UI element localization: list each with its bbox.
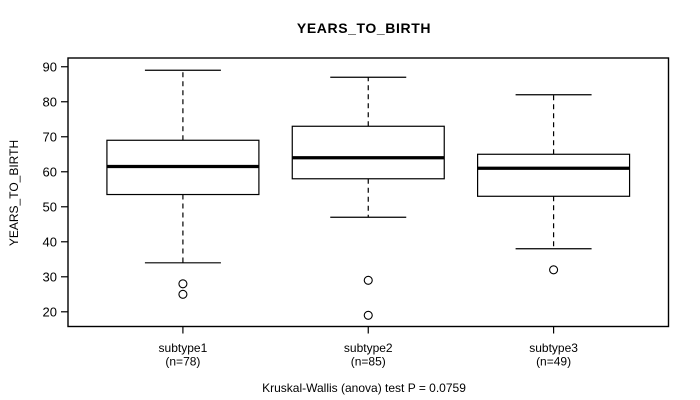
chart-title: YEARS_TO_BIRTH bbox=[296, 20, 432, 36]
y-axis-tick-label: 50 bbox=[43, 199, 57, 214]
x-axis-group-count: (n=85) bbox=[351, 355, 386, 369]
x-axis-group-label: subtype3 bbox=[529, 341, 578, 355]
y-axis-tick-label: 30 bbox=[43, 269, 57, 284]
x-axis-group-label: subtype1 bbox=[159, 341, 208, 355]
x-axis-group-label: subtype2 bbox=[344, 341, 393, 355]
y-axis-tick-label: 60 bbox=[43, 164, 57, 179]
y-axis-tick-label: 80 bbox=[43, 94, 57, 109]
outlier-point bbox=[178, 279, 188, 289]
y-axis-tick-label: 20 bbox=[43, 304, 57, 319]
x-axis-group-count: (n=49) bbox=[536, 355, 571, 369]
outlier-point bbox=[178, 289, 188, 299]
outlier-point bbox=[363, 310, 373, 320]
x-axis-group-count: (n=78) bbox=[165, 355, 200, 369]
iqr-box bbox=[291, 125, 445, 180]
iqr-box bbox=[477, 153, 631, 197]
outlier-point bbox=[549, 265, 559, 275]
y-axis-tick-label: 90 bbox=[43, 59, 57, 74]
y-axis-tick-label: 70 bbox=[43, 129, 57, 144]
outlier-point bbox=[363, 275, 373, 285]
y-axis-tick-label: 40 bbox=[43, 234, 57, 249]
stat-test-annotation: Kruskal-Wallis (anova) test P = 0.0759 bbox=[262, 381, 466, 395]
y-axis-title: YEARS_TO_BIRTH bbox=[7, 139, 21, 247]
